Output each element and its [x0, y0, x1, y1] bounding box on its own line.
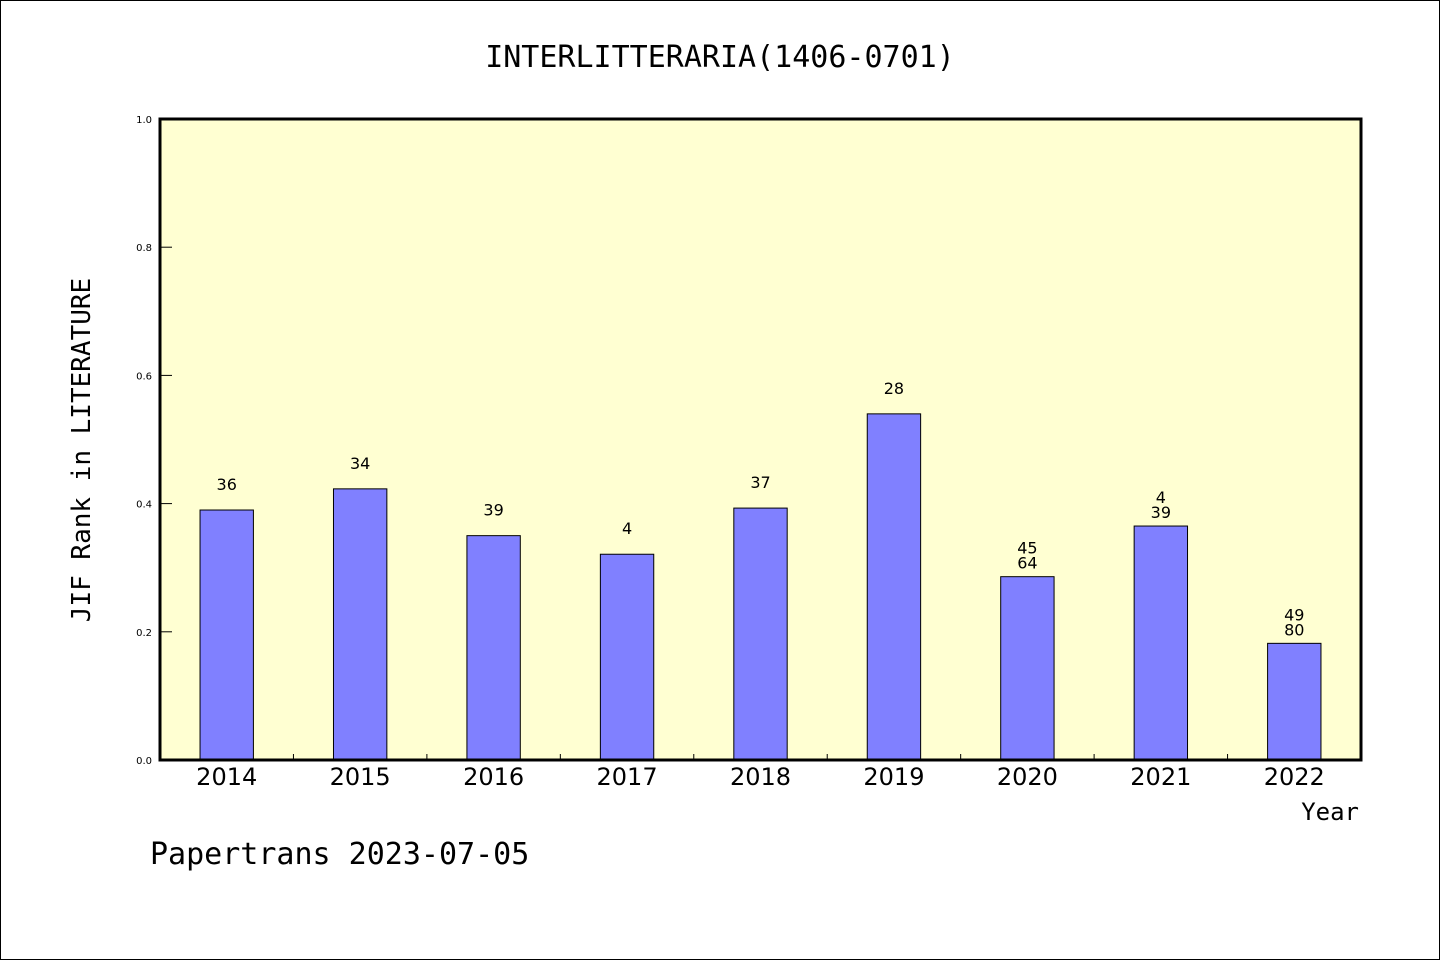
bar-2017 — [599, 553, 655, 761]
y-axis-label: JIF Rank in LITERATURE — [67, 278, 97, 622]
data-label-2022-2: 80 — [1284, 620, 1304, 639]
x-tick-label-2014: 2014 — [196, 763, 257, 791]
data-label-2018: 37 — [750, 473, 770, 492]
x-tick-label-2021: 2021 — [1130, 763, 1191, 791]
bar-2020 — [1000, 576, 1055, 761]
y-tick-label-0.8: 0.8 — [136, 243, 152, 254]
data-label-2016: 39 — [483, 501, 503, 520]
x-tick-label-2020: 2020 — [997, 763, 1058, 791]
data-label-2021-1: 4 — [1156, 488, 1166, 507]
x-tick-label-2017: 2017 — [597, 763, 658, 791]
data-label-2020-2: 64 — [1017, 554, 1037, 573]
bar-2021 — [1133, 525, 1189, 761]
y-tick-label-0.4: 0.4 — [136, 500, 152, 511]
data-label-2014: 36 — [217, 475, 237, 494]
x-tick-label-2015: 2015 — [330, 763, 391, 791]
footer-credit: Papertrans 2023-07-05 — [150, 837, 529, 872]
y-tick-label-0.0: 0.0 — [136, 756, 152, 767]
x-tick-label-2019: 2019 — [863, 763, 924, 791]
data-label-2019: 28 — [884, 379, 904, 398]
data-label-2021-2: 39 — [1151, 503, 1171, 522]
plot-border — [158, 117, 1363, 762]
bars-layer — [199, 413, 1322, 761]
bar-2018 — [733, 507, 788, 761]
x-tick-label-2022: 2022 — [1264, 763, 1325, 791]
x-tick-label-2018: 2018 — [730, 763, 791, 791]
y-tick-label-1.0: 1.0 — [136, 115, 152, 126]
x-axis: 2014 2015 2016 2017 2018 2019 2020 2021 2022 — [196, 754, 1325, 791]
bar-2019 — [866, 413, 922, 761]
data-label-2022-1: 49 — [1284, 605, 1304, 624]
y-tick-label-0.2: 0.2 — [136, 628, 152, 639]
data-label-2020-1: 45 — [1017, 539, 1037, 558]
data-label-2015: 34 — [350, 454, 370, 473]
y-tick-label-0.6: 0.6 — [136, 371, 152, 382]
x-tick-label-2016: 2016 — [463, 763, 524, 791]
data-label-2017: 4 — [622, 519, 632, 538]
bar-2015 — [332, 488, 388, 761]
bar-2016 — [466, 535, 521, 761]
bar-2014 — [199, 509, 254, 761]
chart-title: INTERLITTERARIA(1406-0701) — [485, 40, 955, 75]
bar-2022 — [1267, 642, 1322, 761]
x-axis-label: Year — [1301, 798, 1359, 826]
